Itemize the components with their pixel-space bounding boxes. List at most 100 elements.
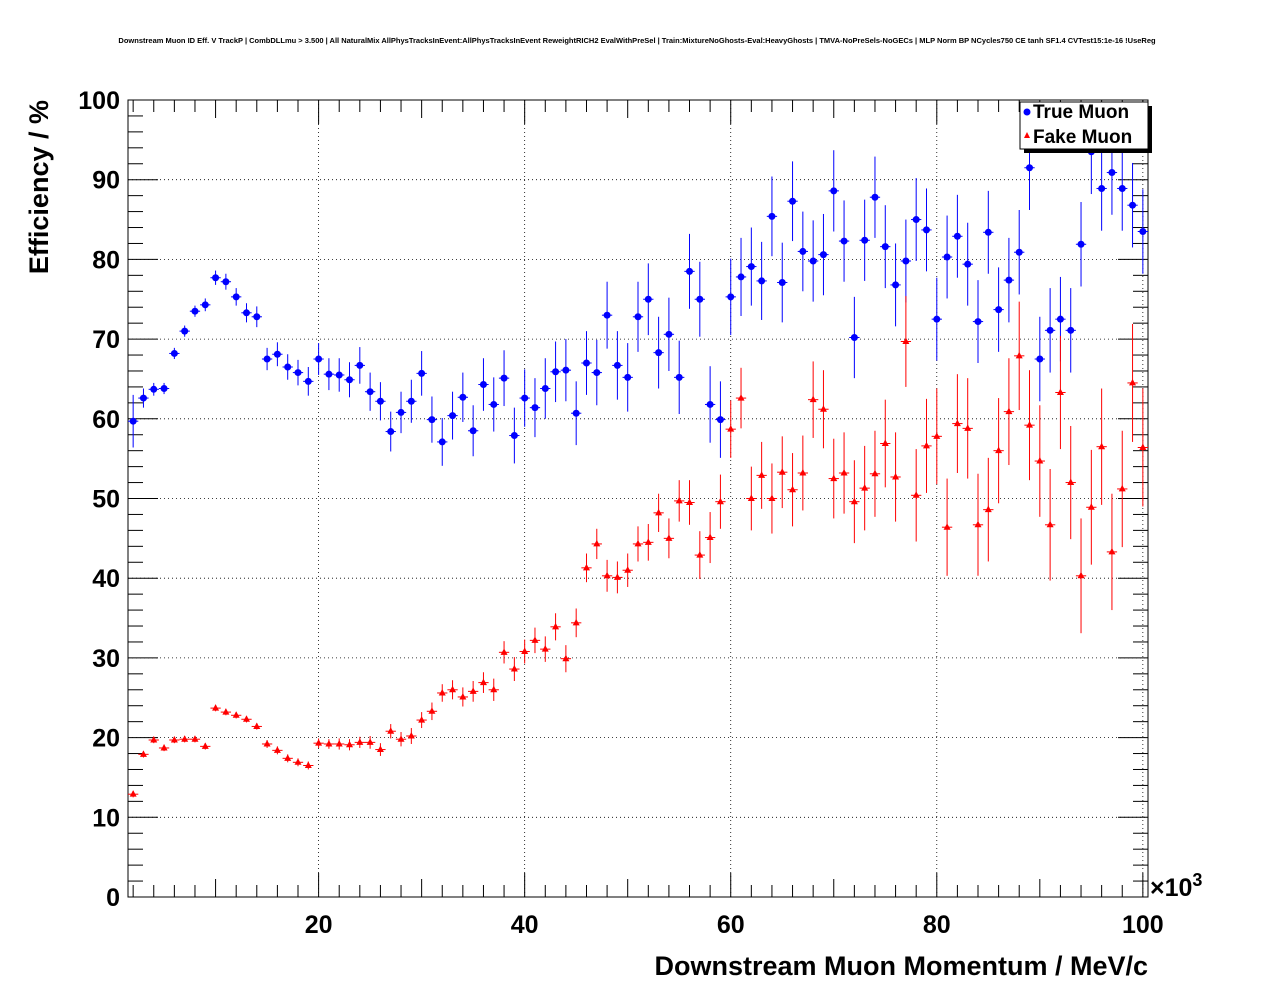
fake-muon-point xyxy=(1056,388,1064,395)
fake-muon-point xyxy=(819,405,827,412)
fake-muon-point xyxy=(212,704,220,711)
fake-muon-point xyxy=(902,337,910,344)
true-muon-point xyxy=(139,394,147,402)
fake-muon-point xyxy=(562,654,570,662)
true-muon-point xyxy=(510,432,518,440)
fake-muon-point xyxy=(953,419,961,427)
true-muon-point xyxy=(294,369,302,377)
fake-muon-point xyxy=(315,739,323,746)
fake-muon-point xyxy=(716,497,724,505)
true-muon-point xyxy=(716,416,724,424)
true-muon-point xyxy=(758,277,766,285)
fake-muon-point xyxy=(376,745,384,753)
true-muon-point xyxy=(191,307,199,315)
true-muon-point xyxy=(438,438,446,446)
fake-muon-point xyxy=(634,539,642,547)
true-muon-point xyxy=(953,232,961,240)
fake-muon-point xyxy=(727,425,735,432)
fake-muon-point xyxy=(500,648,508,655)
fake-muon-point xyxy=(181,735,189,742)
fake-muon-point xyxy=(974,520,982,528)
fake-muon-point xyxy=(1118,484,1126,492)
true-muon-point xyxy=(315,355,323,363)
true-muon-point xyxy=(933,315,941,323)
fake-muon-point xyxy=(1036,457,1044,464)
fake-muon-point xyxy=(830,474,838,482)
true-muon-point xyxy=(613,361,621,369)
true-muon-point xyxy=(603,311,611,319)
true-muon-point xyxy=(789,197,797,205)
true-muon-point xyxy=(572,409,580,417)
fake-muon-point xyxy=(655,508,663,516)
fake-muon-point xyxy=(397,735,405,742)
fake-muon-point xyxy=(541,645,549,652)
fake-muon-point xyxy=(356,738,364,745)
true-muon-point xyxy=(1108,169,1116,177)
fake-muon-point xyxy=(1108,547,1116,555)
true-muon-point xyxy=(304,377,312,385)
fake-muon-point xyxy=(191,735,199,742)
fake-muon-point xyxy=(479,678,487,686)
fake-muon-point xyxy=(933,432,941,439)
true-muon-point xyxy=(356,361,364,369)
fake-muon-point xyxy=(1026,421,1034,428)
fake-muon-point xyxy=(1098,442,1106,450)
y-tick-label: 50 xyxy=(92,486,120,514)
fake-muon-point xyxy=(201,742,209,749)
legend-label-true-muon: True Muon xyxy=(1033,102,1129,123)
fake-muon-point xyxy=(995,446,1003,454)
true-muon-point xyxy=(974,318,982,326)
true-muon-point xyxy=(840,237,848,245)
fake-muon-point xyxy=(552,622,560,630)
series-fake-muon xyxy=(128,296,1148,798)
fake-muon-point xyxy=(686,498,694,505)
fake-muon-point xyxy=(335,739,343,747)
fake-muon-point xyxy=(139,750,147,757)
true-muon-point xyxy=(943,253,951,261)
true-muon-point xyxy=(964,260,972,268)
true-muon-point xyxy=(1118,184,1126,192)
fake-muon-point xyxy=(922,441,930,449)
x-tick-label: 40 xyxy=(511,911,539,939)
true-muon-point xyxy=(376,397,384,405)
true-muon-point xyxy=(562,366,570,374)
true-muon-point xyxy=(531,404,539,412)
fake-muon-point xyxy=(531,636,539,643)
true-muon-point xyxy=(1139,228,1147,236)
true-muon-point xyxy=(212,274,220,282)
fake-muon-point xyxy=(407,732,415,739)
fake-muon-point xyxy=(263,739,271,747)
true-muon-point xyxy=(418,369,426,377)
fake-muon-point xyxy=(1046,520,1054,528)
axis-ticks xyxy=(128,99,1148,898)
fake-muon-point xyxy=(459,692,467,700)
fake-muon-point xyxy=(850,497,858,505)
fake-muon-point xyxy=(737,394,745,401)
true-muon-point xyxy=(160,385,168,393)
true-muon-point xyxy=(582,359,590,367)
true-muon-point xyxy=(1036,355,1044,363)
fake-muon-point xyxy=(840,468,848,476)
true-muon-point xyxy=(655,349,663,357)
true-muon-point xyxy=(428,416,436,424)
true-muon-point xyxy=(892,281,900,289)
y-tick-label: 30 xyxy=(92,645,120,673)
legend-label-fake-muon: Fake Muon xyxy=(1033,127,1132,148)
fake-muon-point xyxy=(809,395,817,403)
true-muon-point xyxy=(1067,326,1075,334)
fake-muon-point xyxy=(613,573,621,580)
fake-muon-point xyxy=(964,424,972,431)
fake-muon-point xyxy=(418,716,426,723)
fake-muon-point xyxy=(387,727,395,734)
true-muon-point xyxy=(273,350,281,358)
true-muon-point xyxy=(170,349,178,357)
chart-title: Downstream Muon ID Eff. V TrackP | CombD… xyxy=(118,36,1156,45)
fake-muon-point xyxy=(758,471,766,478)
fake-muon-point xyxy=(304,761,312,768)
true-muon-point xyxy=(665,330,673,338)
fake-muon-point xyxy=(892,472,900,480)
true-muon-point xyxy=(1005,276,1013,284)
fake-muon-point xyxy=(984,505,992,513)
fake-muon-point xyxy=(366,738,374,745)
x-tick-label: 100 xyxy=(1122,911,1164,939)
